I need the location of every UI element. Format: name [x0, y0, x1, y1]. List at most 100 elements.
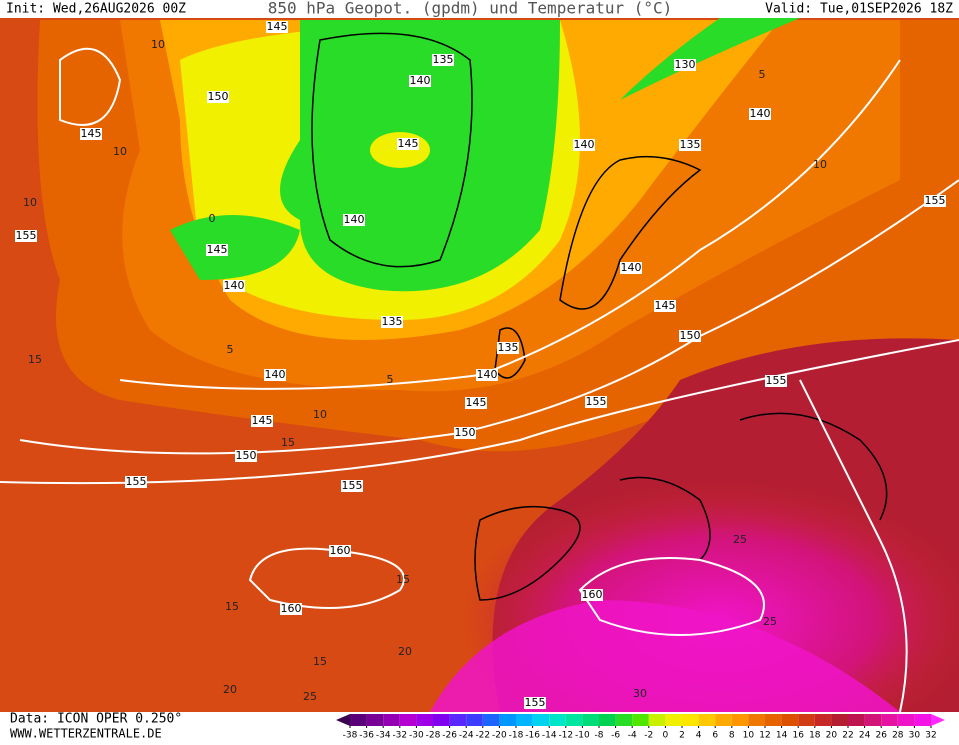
colorbar-label: -2 — [644, 731, 653, 741]
geopotential-label: 145 — [466, 396, 487, 409]
temperature-label: 10 — [151, 38, 165, 51]
colorbar-cell — [350, 714, 367, 726]
geopotential-label-bg — [749, 108, 771, 120]
colorbar-label: -6 — [611, 731, 620, 741]
geopotential-label: 160 — [281, 602, 302, 615]
colorbar-cell — [864, 714, 882, 726]
geopotential-label-bg — [207, 91, 229, 103]
colorbar-cell — [848, 714, 865, 726]
geopotential-label-bg — [341, 480, 363, 492]
colorbar-cell — [715, 714, 732, 726]
website: WWW.WETTERZENTRALE.DE — [10, 727, 162, 741]
colorbar-cell — [399, 714, 417, 726]
colorbar-label: 4 — [696, 731, 702, 741]
colorbar-cell — [897, 714, 915, 726]
geopotential-label-bg — [581, 589, 603, 601]
geopotential-label: 160 — [582, 588, 603, 601]
temperature-label: 25 — [303, 690, 317, 703]
temperature-label: 15 — [225, 600, 239, 613]
colorbar-label: -26 — [442, 731, 457, 741]
geopotential-label-bg — [465, 397, 487, 409]
colorbar-label: -30 — [409, 731, 424, 741]
colorbar-label: -20 — [492, 731, 507, 741]
geopotential-label: 140 — [410, 74, 431, 87]
colorbar-label: 24 — [859, 731, 871, 741]
temperature-label: 10 — [313, 408, 327, 421]
colorbar-cell — [648, 714, 666, 726]
colorbar-label: -36 — [359, 731, 374, 741]
colorbar-cell — [516, 714, 533, 726]
colorbar-cell — [665, 714, 682, 726]
colorbar-cell — [599, 714, 616, 726]
geopotential-label-bg — [264, 369, 286, 381]
colorbar-cell — [565, 714, 583, 726]
temperature-label: 10 — [23, 196, 37, 209]
colorbar-cell — [798, 714, 815, 726]
temperature-label: 15 — [28, 353, 42, 366]
colorbar-label: -18 — [509, 731, 524, 741]
colorbar-label: -16 — [525, 731, 540, 741]
geopotential-label: 145 — [267, 20, 288, 33]
geopotential-label: 135 — [382, 315, 403, 328]
data-source: Data: ICON OPER 0.250° — [10, 712, 182, 727]
geopotential-label-bg — [585, 396, 607, 408]
colorbar-cell — [632, 714, 649, 726]
temperature-label: 20 — [398, 645, 412, 658]
colorbar-label: -38 — [343, 731, 358, 741]
colorbar-label: -12 — [558, 731, 573, 741]
colorbar-label: 20 — [826, 731, 838, 741]
colorbar-label: 28 — [892, 731, 904, 741]
geopotential-label: 135 — [680, 138, 701, 151]
temperature-label: 15 — [396, 573, 410, 586]
colorbar-label: -14 — [542, 731, 557, 741]
geopotential-label-bg — [679, 139, 701, 151]
colorbar-cell — [449, 714, 467, 726]
geopotential-label: 135 — [433, 53, 454, 66]
geopotential-label: 155 — [525, 696, 546, 709]
geopotential-label: 140 — [750, 107, 771, 120]
geopotential-label-bg — [397, 138, 419, 150]
colorbar-label: -32 — [392, 731, 407, 741]
geopotential-label-bg — [235, 450, 257, 462]
colorbar-cell — [682, 714, 699, 726]
colorbar-cell — [582, 714, 599, 726]
colorbar-label: 30 — [909, 731, 921, 741]
colorbar-label: 16 — [792, 731, 804, 741]
colorbar-cell — [698, 714, 716, 726]
geopotential-label: 155 — [586, 395, 607, 408]
geopotential-label-bg — [679, 330, 701, 342]
colorbar-label: 2 — [679, 731, 685, 741]
geopotential-label-bg — [765, 375, 787, 387]
geopotential-label-bg — [125, 476, 147, 488]
geopotential-label: 155 — [766, 374, 787, 387]
geopotential-label: 160 — [330, 544, 351, 557]
geopotential-label: 140 — [224, 279, 245, 292]
geopotential-label-bg — [80, 128, 102, 140]
geopotential-label: 150 — [680, 329, 701, 342]
temperature-label: 10 — [813, 158, 827, 171]
geopotential-label: 130 — [675, 58, 696, 71]
colorbar-arrow — [336, 714, 350, 726]
geopotential-label-bg — [524, 697, 546, 709]
temperature-label: 30 — [633, 687, 647, 700]
colorbar-label: 6 — [712, 731, 718, 741]
geopotential-label-bg — [251, 415, 273, 427]
geopotential-label-bg — [674, 59, 696, 71]
temperature-label: 25 — [733, 533, 747, 546]
temperature-label: 10 — [113, 145, 127, 158]
geopotential-label-bg — [329, 545, 351, 557]
geopotential-label: 135 — [498, 341, 519, 354]
colorbar-cell — [615, 714, 633, 726]
geopotential-label: 150 — [236, 449, 257, 462]
colorbar-label: 8 — [729, 731, 735, 741]
colorbar-cell — [914, 714, 931, 726]
geopotential-label-bg — [206, 244, 228, 256]
colorbar-cell — [433, 714, 450, 726]
geopotential-label: 140 — [621, 261, 642, 274]
temperature-label: 15 — [313, 655, 327, 668]
temperature-label: 0 — [209, 212, 216, 225]
temperature-label: 25 — [763, 615, 777, 628]
geopotential-label-bg — [924, 195, 946, 207]
colorbar-label: 22 — [842, 731, 853, 741]
geopotential-label-bg — [620, 262, 642, 274]
